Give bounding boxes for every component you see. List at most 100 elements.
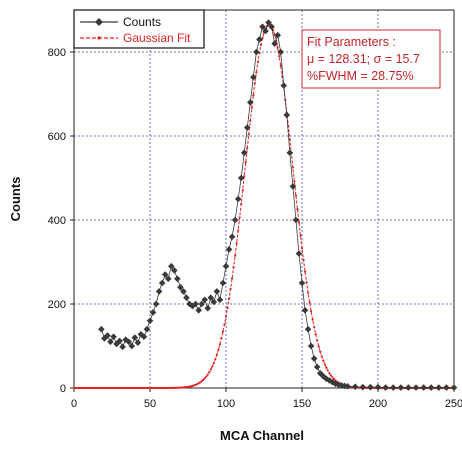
gaussian-fit-point [291, 166, 294, 169]
gaussian-fit-point [132, 386, 135, 390]
x-axis-label: MCA Channel [220, 428, 304, 443]
gaussian-fit-point [100, 386, 103, 390]
gaussian-fit-point [255, 71, 258, 74]
gaussian-fit-point [158, 386, 161, 390]
counts-point [397, 384, 405, 391]
gaussian-fit-point [98, 386, 101, 390]
counts-point [265, 19, 272, 26]
counts-point [180, 288, 187, 295]
counts-point [329, 378, 336, 386]
gaussian-fit-point [124, 386, 127, 390]
gaussian-fit-point [206, 373, 209, 376]
gaussian-fit-point [259, 43, 263, 46]
counts-point [307, 342, 315, 350]
counts-point [341, 382, 348, 390]
counts-point [186, 300, 193, 308]
counts-point [256, 36, 263, 43]
gaussian-fit-point [205, 375, 208, 378]
counts-point [268, 23, 275, 31]
gaussian-fit-point [278, 55, 281, 58]
gaussian-fit-point [86, 386, 89, 390]
counts-point [192, 300, 199, 308]
gaussian-fit-point [153, 386, 156, 390]
gaussian-fit-point [294, 194, 298, 197]
gaussian-fit-point [92, 386, 95, 390]
legend-fit-label: Gaussian Fit [123, 31, 191, 45]
counts-point [253, 48, 260, 56]
gaussian-fit-point [168, 386, 171, 390]
gaussian-fit-point [202, 378, 205, 382]
gaussian-fit-point [240, 202, 243, 206]
gaussian-fit-point [88, 386, 91, 390]
gaussian-fit-point [74, 386, 77, 390]
counts-point [98, 325, 105, 333]
gaussian-fit-point [313, 326, 316, 329]
gaussian-fit-point [227, 297, 231, 300]
gaussian-fit-point [299, 234, 302, 237]
gaussian-fit-point [218, 343, 222, 346]
gaussian-fit-point [95, 386, 98, 390]
counts-point [234, 195, 242, 203]
gaussian-fit-point [244, 161, 247, 164]
y-axis-label: Counts [8, 177, 23, 222]
counts-point [326, 377, 333, 384]
gaussian-fit-point [303, 270, 307, 273]
counts-point [277, 48, 285, 56]
counts-point [443, 384, 450, 391]
counts-point [292, 216, 300, 224]
gaussian-fit-point [306, 291, 310, 294]
counts-point [367, 383, 374, 391]
counts-point [319, 372, 327, 380]
counts-point [301, 307, 309, 314]
gaussian-fit-point [252, 94, 255, 97]
counts-point [140, 333, 148, 341]
grid [74, 10, 454, 388]
annotation-frame [301, 29, 441, 89]
counts-point [183, 294, 190, 301]
gaussian-fit-point [199, 381, 202, 384]
gaussian-fit-point [129, 386, 132, 390]
gaussian-fit-point [118, 386, 121, 390]
counts-point [204, 304, 212, 312]
counts-point [271, 40, 278, 47]
gaussian-fit-point [326, 369, 329, 372]
counts-point [286, 149, 294, 157]
plot-frame [73, 9, 455, 389]
counts-point [222, 262, 230, 270]
counts-point [237, 174, 245, 182]
gaussian-fit-point [136, 386, 139, 390]
counts-point [189, 302, 196, 310]
counts-point [259, 23, 266, 31]
counts-point [210, 298, 218, 306]
counts-point [304, 325, 312, 333]
y-tick-label: 200 [48, 299, 66, 311]
gaussian-fit-point [165, 386, 168, 390]
gaussian-fit-point [211, 365, 214, 368]
counts-point [228, 233, 236, 241]
gaussian-fit-point [162, 386, 165, 390]
gaussian-fit-point [101, 386, 104, 390]
gaussian-fit-point [212, 361, 215, 365]
counts-point [313, 363, 321, 371]
gaussian-fit-point [112, 386, 115, 390]
counts-point [283, 111, 291, 119]
gaussian-fit-point [311, 318, 314, 321]
gaussian-fit-point [241, 189, 244, 192]
gaussian-fit-point [256, 60, 260, 64]
gaussian-fit-point [325, 366, 328, 369]
counts-point [216, 296, 224, 304]
counts-point [274, 31, 281, 39]
gaussian-fit-point [331, 376, 334, 379]
counts-point [177, 283, 184, 291]
gaussian-fit-point [305, 281, 308, 284]
gaussian-fit-point [208, 371, 211, 374]
gaussian-fit-point [234, 254, 237, 257]
gaussian-fit-point [133, 386, 136, 390]
gaussian-fit-point [328, 372, 331, 375]
gaussian-fit-point [214, 357, 217, 361]
y-tick-label: 800 [48, 47, 66, 59]
y-tick-label: 0 [60, 383, 66, 395]
gaussian-fit-point [106, 386, 109, 390]
gaussian-fit-point [126, 386, 129, 390]
gaussian-fit-point [209, 368, 212, 371]
